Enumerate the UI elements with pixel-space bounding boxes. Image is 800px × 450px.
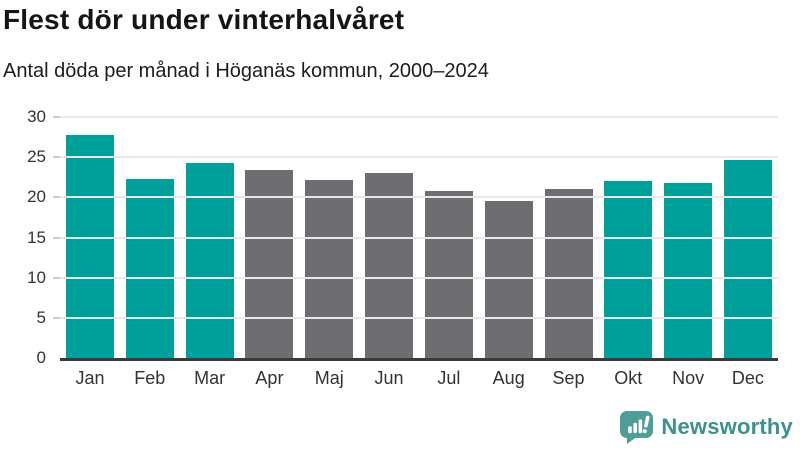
gridline-y-5	[60, 316, 778, 319]
newsworthy-speech-bubble-bar-chart-icon	[620, 410, 654, 444]
x-axis-label-jul: Jul	[437, 368, 461, 388]
x-axis-label-jan: Jan	[75, 368, 105, 388]
bar-jun	[365, 173, 414, 358]
newsworthy-wordmark: Newsworthy	[661, 414, 793, 439]
x-axis-label-dec: Dec	[731, 368, 764, 388]
bar-okt	[604, 181, 653, 358]
bars-group	[66, 117, 772, 358]
x-axis-label-okt: Okt	[614, 368, 643, 388]
bar-feb	[125, 178, 174, 358]
plot-area	[53, 116, 778, 361]
bar-mar	[185, 162, 234, 358]
gridline-y-20	[60, 196, 778, 199]
y-axis-label-15: 15	[27, 227, 46, 247]
gridline-y-25	[60, 156, 778, 159]
x-axis-label-feb: Feb	[134, 368, 166, 388]
chart-subtitle: Antal döda per månad i Höganäs kommun, 2…	[3, 60, 489, 82]
y-tick-10	[53, 276, 60, 279]
bar-nov	[664, 182, 713, 358]
bar-maj	[305, 180, 354, 358]
y-axis-label-30: 30	[27, 107, 46, 126]
bar-jul	[424, 190, 473, 358]
bar-jan	[66, 134, 114, 358]
bar-dec	[723, 159, 772, 358]
x-axis-label-apr: Apr	[255, 368, 284, 388]
y-axis-label-0: 0	[36, 348, 46, 367]
x-axis-label-jun: Jun	[374, 368, 404, 388]
x-axis: Jan Feb Mar Apr Maj Jun Jul Aug Sep Okt Nov Dec	[66, 368, 772, 389]
newsworthy-logo: Newsworthy	[620, 410, 793, 444]
y-axis-label-10: 10	[27, 267, 46, 287]
x-axis-label-nov: Nov	[672, 368, 705, 388]
x-axis-label-aug: Aug	[492, 368, 525, 388]
y-tick-20	[53, 196, 60, 199]
y-axis-label-5: 5	[36, 307, 46, 327]
y-tick-30	[53, 116, 60, 118]
y-tick-25	[53, 156, 60, 159]
x-axis-label-mar: Mar	[194, 368, 226, 388]
x-axis-label-sep: Sep	[552, 368, 585, 388]
x-axis-label-maj: Maj	[314, 368, 344, 388]
bar-aug	[484, 201, 533, 358]
gridline-y-10	[60, 276, 778, 279]
y-axis-label-25: 25	[27, 147, 46, 167]
chart-title: Flest dör under vinterhalvåret	[3, 4, 405, 35]
bar-apr	[245, 170, 294, 358]
gridline-y-30	[60, 116, 778, 118]
y-tick-15	[53, 236, 60, 239]
y-tick-5	[53, 316, 60, 319]
y-axis-label-20: 20	[27, 187, 46, 207]
bar-sep	[544, 188, 593, 358]
gridline-y-15	[60, 236, 778, 239]
